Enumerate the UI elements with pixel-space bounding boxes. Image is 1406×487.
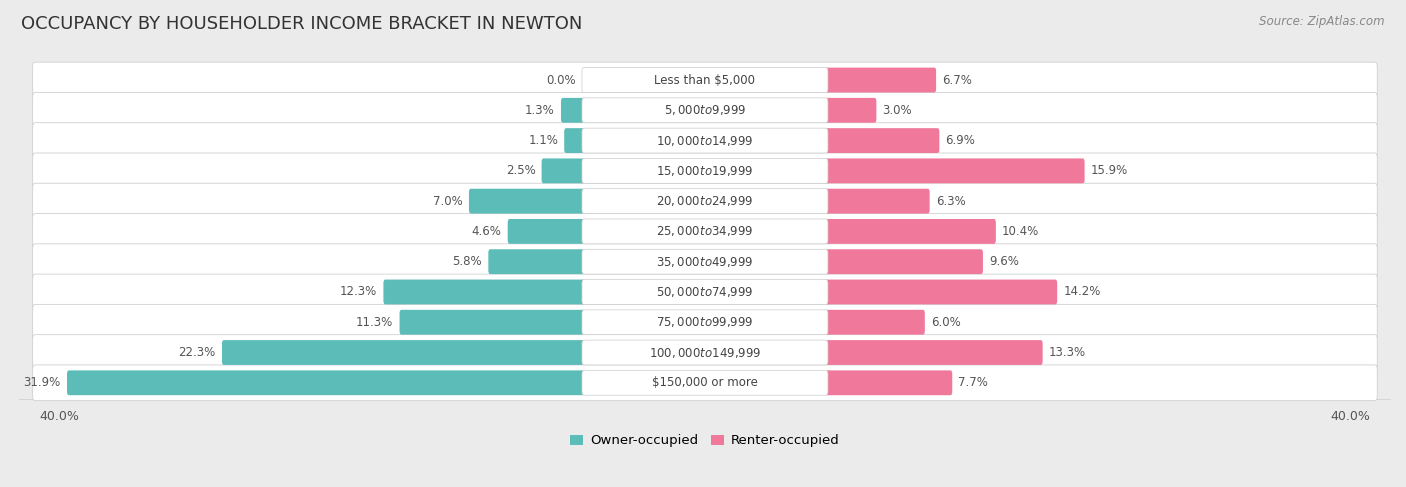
FancyBboxPatch shape bbox=[824, 189, 929, 213]
FancyBboxPatch shape bbox=[824, 158, 1084, 183]
FancyBboxPatch shape bbox=[824, 98, 876, 123]
FancyBboxPatch shape bbox=[582, 158, 828, 183]
FancyBboxPatch shape bbox=[32, 123, 1378, 158]
Text: Source: ZipAtlas.com: Source: ZipAtlas.com bbox=[1260, 15, 1385, 28]
Text: OCCUPANCY BY HOUSEHOLDER INCOME BRACKET IN NEWTON: OCCUPANCY BY HOUSEHOLDER INCOME BRACKET … bbox=[21, 15, 582, 33]
Text: 13.3%: 13.3% bbox=[1049, 346, 1085, 359]
FancyBboxPatch shape bbox=[541, 158, 586, 183]
Text: 9.6%: 9.6% bbox=[988, 255, 1019, 268]
Text: 6.7%: 6.7% bbox=[942, 74, 972, 87]
FancyBboxPatch shape bbox=[582, 189, 828, 213]
FancyBboxPatch shape bbox=[824, 219, 995, 244]
FancyBboxPatch shape bbox=[582, 128, 828, 153]
FancyBboxPatch shape bbox=[222, 340, 586, 365]
Text: $75,000 to $99,999: $75,000 to $99,999 bbox=[657, 315, 754, 329]
Text: 2.5%: 2.5% bbox=[506, 164, 536, 177]
FancyBboxPatch shape bbox=[384, 280, 586, 304]
FancyBboxPatch shape bbox=[32, 274, 1378, 310]
FancyBboxPatch shape bbox=[582, 219, 828, 244]
Text: $20,000 to $24,999: $20,000 to $24,999 bbox=[657, 194, 754, 208]
Text: 12.3%: 12.3% bbox=[340, 285, 377, 299]
FancyBboxPatch shape bbox=[824, 68, 936, 93]
FancyBboxPatch shape bbox=[824, 310, 925, 335]
Text: 6.9%: 6.9% bbox=[945, 134, 976, 147]
Text: 6.0%: 6.0% bbox=[931, 316, 960, 329]
Text: $25,000 to $34,999: $25,000 to $34,999 bbox=[657, 225, 754, 239]
Text: 11.3%: 11.3% bbox=[356, 316, 394, 329]
FancyBboxPatch shape bbox=[582, 98, 828, 123]
Text: $100,000 to $149,999: $100,000 to $149,999 bbox=[648, 345, 761, 359]
FancyBboxPatch shape bbox=[470, 189, 586, 213]
FancyBboxPatch shape bbox=[32, 335, 1378, 371]
Text: 6.3%: 6.3% bbox=[936, 195, 966, 207]
FancyBboxPatch shape bbox=[32, 62, 1378, 98]
Text: 31.9%: 31.9% bbox=[24, 376, 60, 389]
Text: $10,000 to $14,999: $10,000 to $14,999 bbox=[657, 133, 754, 148]
Text: 5.8%: 5.8% bbox=[453, 255, 482, 268]
FancyBboxPatch shape bbox=[582, 249, 828, 274]
FancyBboxPatch shape bbox=[582, 371, 828, 395]
Text: 7.7%: 7.7% bbox=[959, 376, 988, 389]
Text: $150,000 or more: $150,000 or more bbox=[652, 376, 758, 389]
FancyBboxPatch shape bbox=[824, 128, 939, 153]
FancyBboxPatch shape bbox=[564, 128, 586, 153]
Text: $5,000 to $9,999: $5,000 to $9,999 bbox=[664, 103, 747, 117]
Text: 7.0%: 7.0% bbox=[433, 195, 463, 207]
FancyBboxPatch shape bbox=[399, 310, 586, 335]
FancyBboxPatch shape bbox=[32, 153, 1378, 189]
Text: 4.6%: 4.6% bbox=[471, 225, 502, 238]
FancyBboxPatch shape bbox=[582, 340, 828, 365]
FancyBboxPatch shape bbox=[824, 249, 983, 274]
FancyBboxPatch shape bbox=[824, 371, 952, 395]
Text: 10.4%: 10.4% bbox=[1002, 225, 1039, 238]
FancyBboxPatch shape bbox=[582, 310, 828, 335]
FancyBboxPatch shape bbox=[32, 365, 1378, 401]
Text: Less than $5,000: Less than $5,000 bbox=[654, 74, 755, 87]
Text: $35,000 to $49,999: $35,000 to $49,999 bbox=[657, 255, 754, 269]
Text: 0.0%: 0.0% bbox=[546, 74, 576, 87]
FancyBboxPatch shape bbox=[582, 280, 828, 304]
FancyBboxPatch shape bbox=[508, 219, 586, 244]
Text: 22.3%: 22.3% bbox=[179, 346, 217, 359]
FancyBboxPatch shape bbox=[32, 244, 1378, 280]
Text: 14.2%: 14.2% bbox=[1063, 285, 1101, 299]
FancyBboxPatch shape bbox=[582, 68, 828, 93]
Text: 1.3%: 1.3% bbox=[524, 104, 555, 117]
Text: 1.1%: 1.1% bbox=[529, 134, 558, 147]
FancyBboxPatch shape bbox=[561, 98, 586, 123]
Legend: Owner-occupied, Renter-occupied: Owner-occupied, Renter-occupied bbox=[565, 429, 845, 452]
FancyBboxPatch shape bbox=[824, 280, 1057, 304]
FancyBboxPatch shape bbox=[32, 304, 1378, 340]
Text: $50,000 to $74,999: $50,000 to $74,999 bbox=[657, 285, 754, 299]
FancyBboxPatch shape bbox=[32, 183, 1378, 219]
FancyBboxPatch shape bbox=[824, 340, 1043, 365]
FancyBboxPatch shape bbox=[32, 93, 1378, 128]
FancyBboxPatch shape bbox=[32, 213, 1378, 249]
FancyBboxPatch shape bbox=[67, 371, 586, 395]
FancyBboxPatch shape bbox=[488, 249, 586, 274]
Text: 15.9%: 15.9% bbox=[1091, 164, 1128, 177]
Text: $15,000 to $19,999: $15,000 to $19,999 bbox=[657, 164, 754, 178]
Text: 3.0%: 3.0% bbox=[883, 104, 912, 117]
